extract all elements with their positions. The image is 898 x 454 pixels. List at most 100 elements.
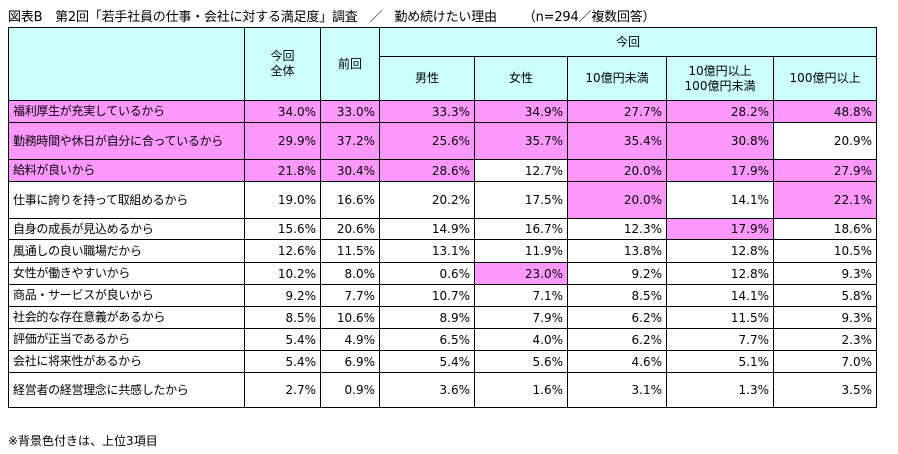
value-cell: 11.9% <box>474 239 568 263</box>
value-cell: 0.9% <box>320 372 380 408</box>
value-cell: 1.6% <box>474 372 568 408</box>
value-cell: 10.5% <box>773 239 877 263</box>
table-row: 会社に将来性があるから 5.4% 6.9% 5.4% 5.6% 4.6% 5.1% 7.0% <box>8 350 877 373</box>
value-cell: 27.9% <box>773 159 877 182</box>
table-row: 女性が働きやすいから 10.2% 8.0% 0.6% 23.0% 9.2% 12.8% 9.3… <box>8 262 877 285</box>
value-cell: 17.5% <box>474 181 568 219</box>
value-cell: 34.0% <box>244 100 321 123</box>
value-cell: 7.7% <box>666 328 774 351</box>
table-row: 自身の成長が見込めるから 15.6% 20.6% 14.9% 16.7% 12.3% 17.… <box>8 218 877 240</box>
value-cell: 5.6% <box>474 350 568 373</box>
value-cell: 21.8% <box>244 159 321 182</box>
row-label: 福利厚生が充実しているから <box>8 100 245 123</box>
value-cell: 18.6% <box>773 218 877 240</box>
row-label: 仕事に誇りを持って取組めるから <box>8 181 245 219</box>
header-corner <box>8 27 245 101</box>
value-cell: 33.0% <box>320 100 380 123</box>
row-label: 商品・サービスが良いから <box>8 284 245 307</box>
value-cell: 2.7% <box>244 372 321 408</box>
value-cell: 5.8% <box>773 284 877 307</box>
value-cell: 6.9% <box>320 350 380 373</box>
title-main: 図表B 第2回「若手社員の仕事・会社に対する満足度」調査 <box>8 10 358 25</box>
value-cell: 3.6% <box>379 372 475 408</box>
value-cell: 5.4% <box>244 350 321 373</box>
value-cell: 5.4% <box>379 350 475 373</box>
value-cell: 33.3% <box>379 100 475 123</box>
header-group-1: 女性 <box>474 56 568 101</box>
row-label: 評価が正当であるから <box>8 328 245 351</box>
title-sample-size: （n=294／複数回答） <box>522 10 656 25</box>
row-label: 会社に将来性があるから <box>8 350 245 373</box>
table-row: 経営者の経営理念に共感したから 2.7% 0.9% 3.6% 1.6% 3.1% 1.3% 3… <box>8 372 877 408</box>
title-separator: ／ <box>369 10 383 25</box>
value-cell: 14.1% <box>666 284 774 307</box>
row-label: 風通しの良い職場だから <box>8 239 245 263</box>
table-row: 風通しの良い職場だから 12.6% 11.5% 13.1% 11.9% 13.8% 12.8… <box>8 239 877 263</box>
value-cell: 9.3% <box>773 262 877 285</box>
value-cell: 48.8% <box>773 100 877 123</box>
reasons-table: 今回 全体 前回 今回 男性 女性 10億円未満 10億円以上 100億円未満 100億… <box>8 27 877 408</box>
value-cell: 23.0% <box>474 262 568 285</box>
value-cell: 7.1% <box>474 284 568 307</box>
value-cell: 14.9% <box>379 218 475 240</box>
value-cell: 16.7% <box>474 218 568 240</box>
value-cell: 28.6% <box>379 159 475 182</box>
value-cell: 37.2% <box>320 122 380 160</box>
figure-title: 図表B 第2回「若手社員の仕事・会社に対する満足度」調査 ／ 勤め続けたい理由 （n=… <box>8 6 656 25</box>
value-cell: 8.5% <box>567 284 667 307</box>
value-cell: 12.3% <box>567 218 667 240</box>
value-cell: 9.2% <box>567 262 667 285</box>
header-group-2: 10億円未満 <box>567 56 667 101</box>
table-row: 勤務時間や休日が自分に合っているから 29.9% 37.2% 25.6% 35.7% 35… <box>8 122 877 160</box>
value-cell: 13.8% <box>567 239 667 263</box>
value-cell: 35.4% <box>567 122 667 160</box>
value-cell: 15.6% <box>244 218 321 240</box>
value-cell: 4.6% <box>567 350 667 373</box>
value-cell: 10.2% <box>244 262 321 285</box>
value-cell: 14.1% <box>666 181 774 219</box>
row-label: 経営者の経営理念に共感したから <box>8 372 245 408</box>
value-cell: 3.5% <box>773 372 877 408</box>
value-cell: 29.9% <box>244 122 321 160</box>
value-cell: 13.1% <box>379 239 475 263</box>
value-cell: 1.3% <box>666 372 774 408</box>
table-row: 商品・サービスが良いから 9.2% 7.7% 10.7% 7.1% 8.5% 14.1% 5.… <box>8 284 877 307</box>
value-cell: 30.4% <box>320 159 380 182</box>
value-cell: 11.5% <box>666 306 774 329</box>
value-cell: 4.0% <box>474 328 568 351</box>
value-cell: 16.6% <box>320 181 380 219</box>
value-cell: 7.9% <box>474 306 568 329</box>
value-cell: 20.9% <box>773 122 877 160</box>
value-cell: 25.6% <box>379 122 475 160</box>
value-cell: 5.4% <box>244 328 321 351</box>
row-label: 自身の成長が見込めるから <box>8 218 245 240</box>
value-cell: 8.9% <box>379 306 475 329</box>
value-cell: 35.7% <box>474 122 568 160</box>
value-cell: 6.2% <box>567 306 667 329</box>
row-label: 女性が働きやすいから <box>8 262 245 285</box>
table-row: 仕事に誇りを持って取組めるから 19.0% 16.6% 20.2% 17.5% 20.0%… <box>8 181 877 219</box>
header-group-3: 10億円以上 100億円未満 <box>666 56 774 101</box>
title-sub: 勤め続けたい理由 <box>394 10 497 25</box>
value-cell: 12.8% <box>666 262 774 285</box>
footnote: ※背景色付きは、上位3項目 <box>8 434 158 448</box>
value-cell: 8.5% <box>244 306 321 329</box>
row-label: 社会的な存在意義があるから <box>8 306 245 329</box>
value-cell: 10.7% <box>379 284 475 307</box>
table-row: 福利厚生が充実しているから 34.0% 33.0% 33.3% 34.9% 27.7% 28… <box>8 100 877 123</box>
value-cell: 7.7% <box>320 284 380 307</box>
value-cell: 10.6% <box>320 306 380 329</box>
value-cell: 12.6% <box>244 239 321 263</box>
value-cell: 9.2% <box>244 284 321 307</box>
table-row: 評価が正当であるから 5.4% 4.9% 6.5% 4.0% 6.2% 7.7% 2.3% <box>8 328 877 351</box>
value-cell: 3.1% <box>567 372 667 408</box>
value-cell: 22.1% <box>773 181 877 219</box>
header-group-4: 100億円以上 <box>773 56 877 101</box>
header-previous: 前回 <box>320 27 380 101</box>
value-cell: 34.9% <box>474 100 568 123</box>
value-cell: 12.8% <box>666 239 774 263</box>
value-cell: 8.0% <box>320 262 380 285</box>
value-cell: 4.9% <box>320 328 380 351</box>
value-cell: 20.0% <box>567 159 667 182</box>
value-cell: 20.6% <box>320 218 380 240</box>
